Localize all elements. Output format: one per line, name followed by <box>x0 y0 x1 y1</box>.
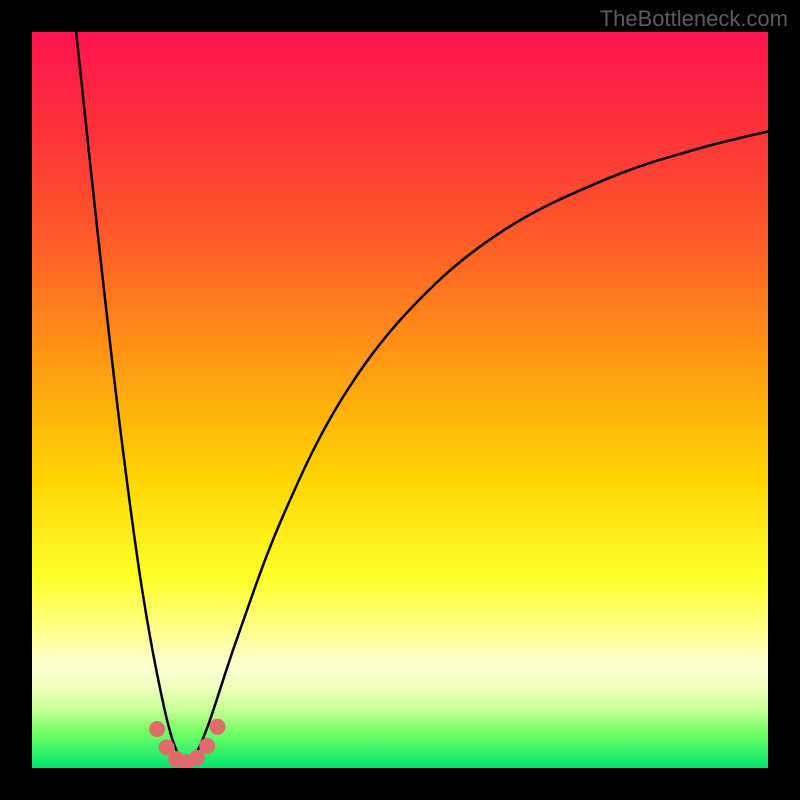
plot-area <box>32 32 768 768</box>
plot-svg <box>32 32 768 768</box>
marker-dot <box>210 719 225 734</box>
chart-frame: TheBottleneck.com <box>0 0 800 800</box>
marker-dot <box>200 738 215 753</box>
marker-dot <box>150 721 165 736</box>
gradient-background <box>32 32 768 768</box>
watermark-text: TheBottleneck.com <box>600 6 788 32</box>
marker-dot <box>189 750 204 765</box>
